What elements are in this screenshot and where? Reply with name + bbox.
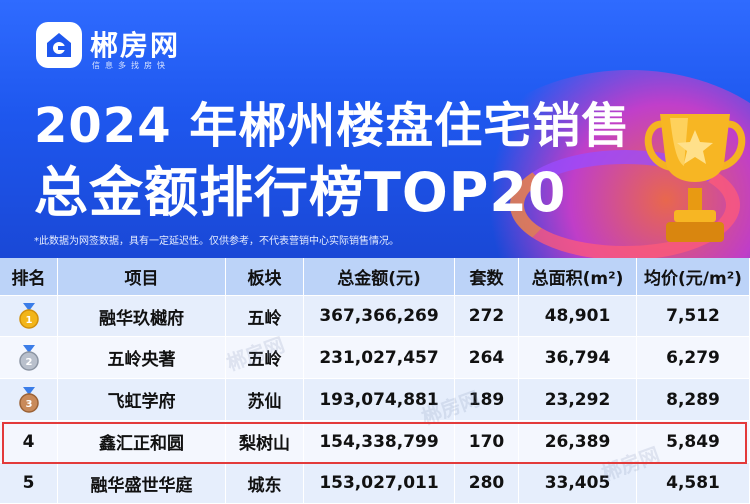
rank-cell: 1 — [0, 296, 58, 337]
size-cell: 36,794 — [519, 337, 637, 379]
svg-text:3: 3 — [25, 399, 32, 410]
price-cell: 5,849 — [637, 421, 750, 463]
table-row: 2 五岭央著 五岭 231,027,457 264 36,794 6,279 — [0, 337, 750, 379]
banner: 郴房网 信息多找房快 2024 年郴州楼盘住宅销售 总金额排行榜TOP20 *此… — [0, 0, 750, 258]
amount-cell: 154,338,799 — [304, 421, 455, 463]
price-cell: 7,512 — [637, 296, 750, 337]
area-cell: 城东 — [226, 463, 304, 504]
svg-text:1: 1 — [25, 315, 32, 326]
col-header-area: 板块 — [226, 258, 304, 296]
price-cell: 8,289 — [637, 379, 750, 421]
brand-name: 郴房网 — [90, 29, 181, 62]
area-cell: 五岭 — [226, 337, 304, 379]
amount-cell: 193,074,881 — [304, 379, 455, 421]
col-header-amount: 总金额(元) — [304, 258, 455, 296]
svg-text:2: 2 — [25, 357, 32, 368]
rank-cell: 4 — [0, 421, 58, 463]
price-cell: 4,581 — [637, 463, 750, 504]
table-row: 5 融华盛世华庭 城东 153,027,011 280 33,405 4,581 — [0, 463, 750, 504]
amount-cell: 153,027,011 — [304, 463, 455, 504]
size-cell: 23,292 — [519, 379, 637, 421]
units-cell: 170 — [455, 421, 519, 463]
units-cell: 189 — [455, 379, 519, 421]
table-header-row: 排名 项目 板块 总金额(元) 套数 总面积(m²) 均价(元/m²) — [0, 258, 750, 296]
col-header-rank: 排名 — [0, 258, 58, 296]
amount-cell: 367,366,269 — [304, 296, 455, 337]
col-header-units: 套数 — [455, 258, 519, 296]
brand-slogan: 信息多找房快 — [92, 61, 170, 70]
size-cell: 48,901 — [519, 296, 637, 337]
price-cell: 6,279 — [637, 337, 750, 379]
area-cell: 苏仙 — [226, 379, 304, 421]
col-header-size: 总面积(m²) — [519, 258, 637, 296]
silver-medal-icon: 2 — [18, 344, 39, 371]
table-row: 1 融华玖樾府 五岭 367,366,269 272 48,901 7,512 — [0, 296, 750, 337]
bronze-medal-icon: 3 — [18, 386, 39, 413]
sales-ranking-table: 排名 项目 板块 总金额(元) 套数 总面积(m²) 均价(元/m²) 1 融华… — [0, 258, 750, 504]
project-cell: 飞虹学府 — [58, 379, 226, 421]
rank-cell: 2 — [0, 337, 58, 379]
project-cell: 鑫汇正和圆 — [58, 421, 226, 463]
area-cell: 五岭 — [226, 296, 304, 337]
col-header-price: 均价(元/m²) — [637, 258, 750, 296]
size-cell: 26,389 — [519, 421, 637, 463]
project-cell: 融华盛世华庭 — [58, 463, 226, 504]
trophy-icon — [644, 114, 746, 242]
table-row: 3 飞虹学府 苏仙 193,074,881 189 23,292 8,289 — [0, 379, 750, 421]
rank-cell: 3 — [0, 379, 58, 421]
logo-icon — [36, 22, 82, 68]
gold-medal-icon: 1 — [18, 303, 39, 329]
table-row-highlighted: 4 鑫汇正和圆 梨树山 154,338,799 170 26,389 5,849 — [0, 421, 750, 463]
size-cell: 33,405 — [519, 463, 637, 504]
rank-cell: 5 — [0, 463, 58, 504]
area-cell: 梨树山 — [226, 421, 304, 463]
page-title-line1: 2024 年郴州楼盘住宅销售 — [34, 98, 631, 154]
page-title-line2: 总金额排行榜TOP20 — [34, 161, 567, 224]
units-cell: 264 — [455, 337, 519, 379]
project-cell: 五岭央著 — [58, 337, 226, 379]
project-cell: 融华玖樾府 — [58, 296, 226, 337]
units-cell: 272 — [455, 296, 519, 337]
amount-cell: 231,027,457 — [304, 337, 455, 379]
data-disclaimer: *此数据为网签数据，具有一定延迟性。仅供参考，不代表营销中心实际销售情况。 — [34, 236, 399, 247]
col-header-project: 项目 — [58, 258, 226, 296]
units-cell: 280 — [455, 463, 519, 504]
